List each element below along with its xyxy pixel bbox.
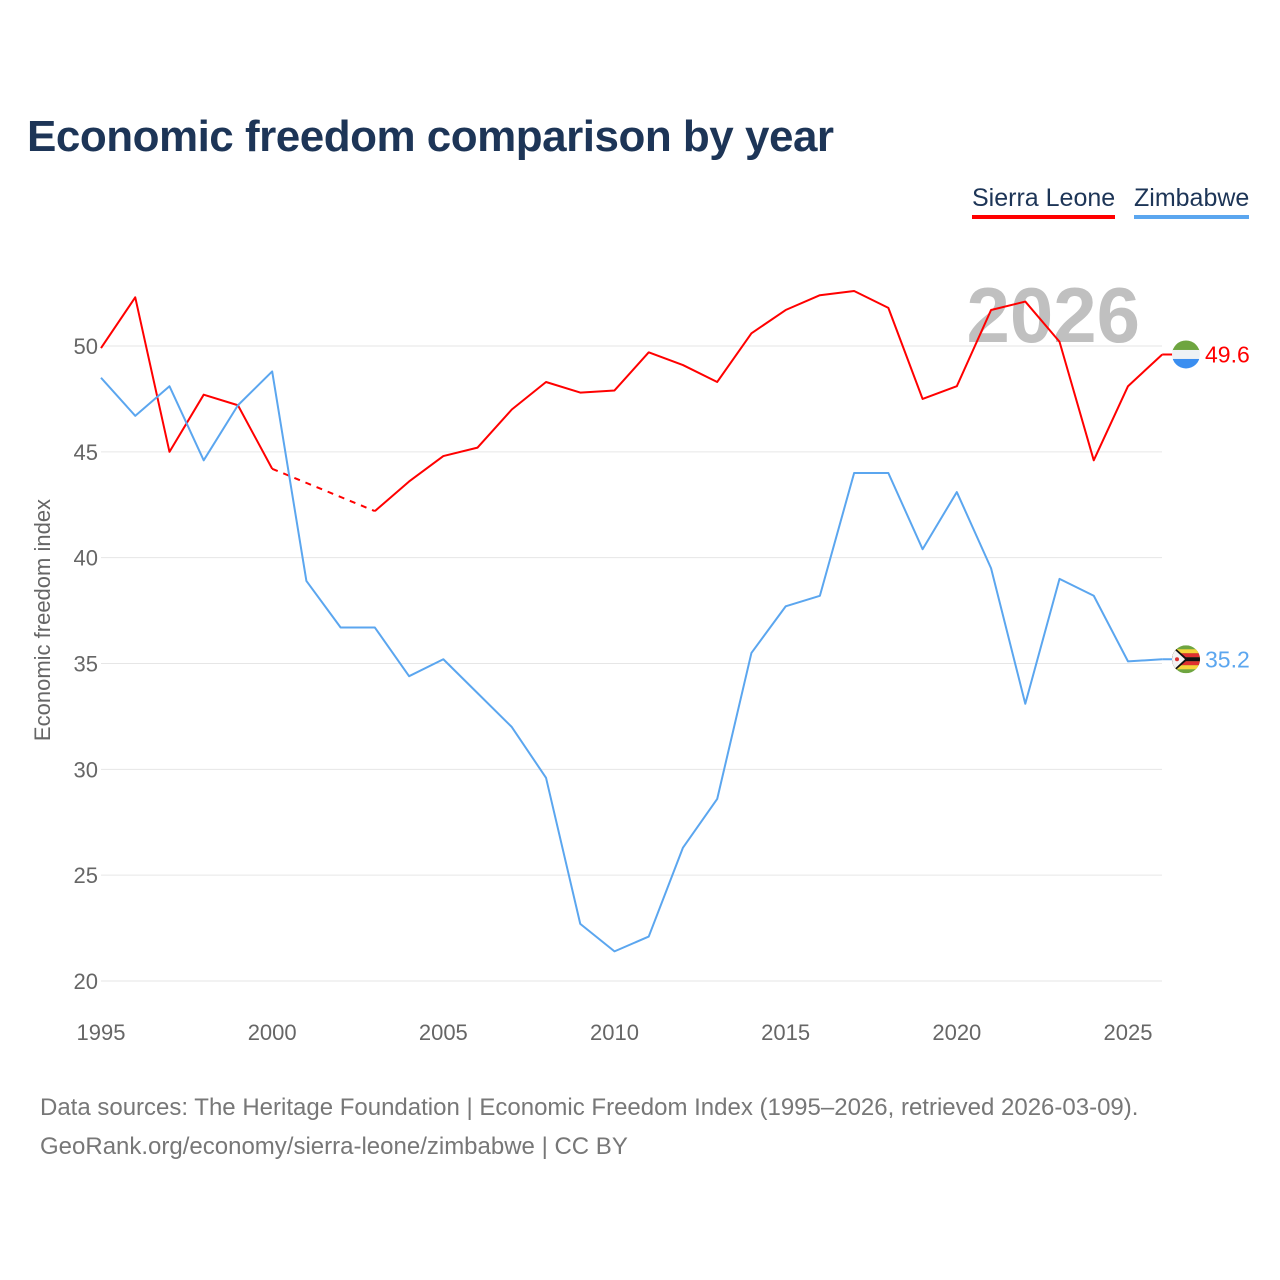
x-tick-label: 2025 — [1104, 1020, 1153, 1045]
y-tick-label: 40 — [74, 546, 98, 571]
data-source: Data sources: The Heritage Foundation | … — [40, 1094, 1139, 1121]
year-watermark: 2026 — [966, 271, 1140, 359]
y-axis-label: Economic freedom index — [30, 499, 55, 741]
y-tick-label: 50 — [74, 334, 98, 359]
y-tick-label: 30 — [74, 757, 98, 782]
x-tick-label: 1995 — [77, 1020, 126, 1045]
y-tick-label: 35 — [74, 652, 98, 677]
x-tick-label: 2020 — [932, 1020, 981, 1045]
y-tick-label: 25 — [74, 863, 98, 888]
x-tick-label: 2015 — [761, 1020, 810, 1045]
source-link[interactable]: GeoRank.org/economy/sierra-leone/zimbabw… — [40, 1133, 628, 1160]
y-tick-label: 20 — [74, 969, 98, 994]
x-tick-label: 2005 — [419, 1020, 468, 1045]
legend-zimbabwe[interactable]: Zimbabwe — [1134, 184, 1250, 219]
x-tick-label: 2010 — [590, 1020, 639, 1045]
footer: Data sources: The Heritage Foundation | … — [40, 1088, 1138, 1166]
y-tick-label: 45 — [74, 440, 98, 465]
end-value-label: 49.6 — [1205, 341, 1250, 367]
sierra-leone-flag-icon — [1172, 340, 1200, 369]
chart-title: Economic freedom comparison by year — [27, 112, 834, 161]
series-line-sierra-leone-gap — [271, 467, 376, 513]
series-line-sierra-leone — [374, 289, 1163, 512]
series-line-sierra-leone — [100, 296, 274, 470]
legend-sierra-leone[interactable]: Sierra Leone — [972, 184, 1116, 219]
x-tick-label: 2000 — [248, 1020, 297, 1045]
end-value-label: 35.2 — [1205, 646, 1250, 672]
series-line-zimbabwe — [100, 370, 1163, 953]
zimbabwe-flag-icon — [1172, 645, 1200, 674]
